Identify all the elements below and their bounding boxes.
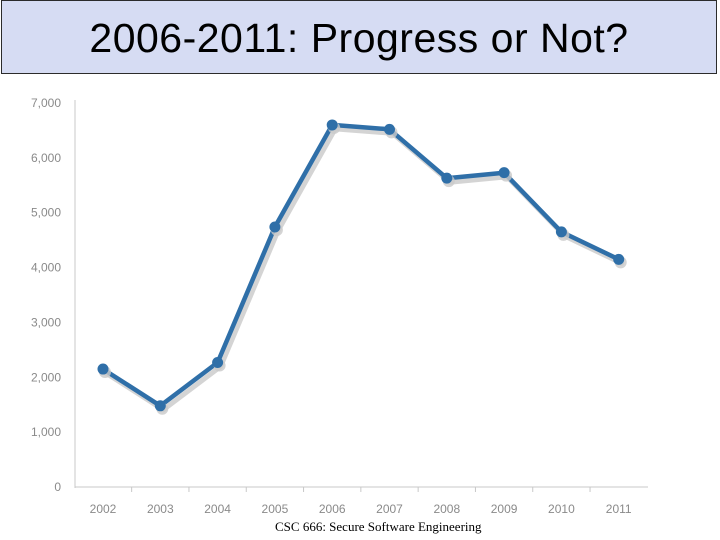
line-chart: 0 1,000 2,000 3,000 4,000 5,000 6,000 7,000 200… [31,96,648,516]
chart-area: 0 1,000 2,000 3,000 4,000 5,000 6,000 7,000 200… [0,80,720,540]
x-tick-labels: 2002 2003 2004 2005 2006 2007 2008 2009 2010 2011 [90,502,632,516]
x-tick-label: 2011 [606,502,632,516]
x-tick-label: 2006 [319,502,346,516]
chart-axes [74,100,648,492]
data-point [269,221,281,233]
data-point [154,400,166,412]
x-tick-label: 2002 [90,502,117,516]
y-tick-label: 1,000 [31,425,61,439]
slide-title: 2006-2011: Progress or Not? [89,14,629,61]
data-point [326,119,338,131]
slide-footer: CSC 666: Secure Software Engineering [273,519,484,535]
series-shadow-line [103,126,625,413]
x-tick-label: 2004 [204,502,231,516]
data-point [498,167,510,179]
x-tick-label: 2010 [548,502,575,516]
data-point [212,356,224,368]
x-tick-label: 2007 [376,502,403,516]
x-tick-label: 2008 [433,502,460,516]
series-line [100,122,621,409]
data-point [613,253,625,265]
x-tick-label: 2003 [147,502,174,516]
series-line-group [100,122,621,409]
series-shadow [103,126,625,413]
x-tick-label: 2009 [491,502,518,516]
y-tick-label: 2,000 [31,370,61,384]
y-tick-label: 7,000 [31,96,61,110]
y-tick-label: 0 [54,480,61,494]
y-tick-label: 5,000 [31,206,61,220]
y-tick-label: 6,000 [31,151,61,165]
x-tick-label: 2005 [262,502,289,516]
slide-title-bar: 2006-2011: Progress or Not? [1,0,717,74]
data-point [384,123,395,135]
y-tick-label: 3,000 [31,315,61,329]
data-point [555,226,567,238]
y-tick-label: 4,000 [31,261,61,275]
y-tick-labels: 0 1,000 2,000 3,000 4,000 5,000 6,000 7,000 [31,96,61,494]
data-point [97,363,109,375]
series-points [97,119,627,415]
data-point [441,172,453,184]
